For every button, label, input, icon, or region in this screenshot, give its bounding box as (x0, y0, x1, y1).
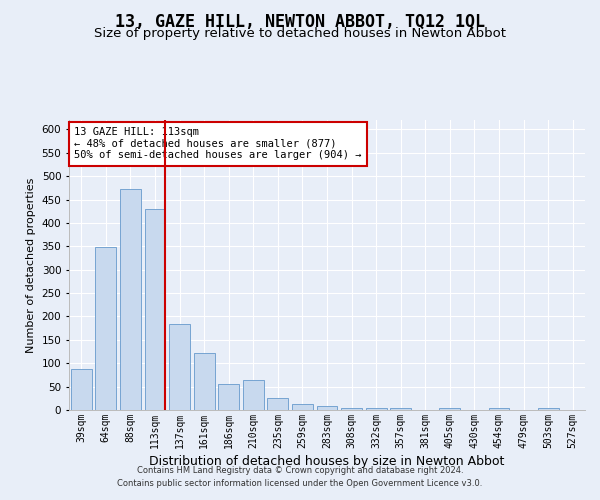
Y-axis label: Number of detached properties: Number of detached properties (26, 178, 36, 352)
Bar (439, 408, 460, 410)
Text: Contains HM Land Registry data © Crown copyright and database right 2024.
Contai: Contains HM Land Registry data © Crown c… (118, 466, 482, 487)
Bar (390, 408, 411, 410)
Bar (488, 408, 509, 410)
Bar (145, 209, 166, 410)
Text: 13 GAZE HILL: 113sqm
← 48% of detached houses are smaller (877)
50% of semi-deta: 13 GAZE HILL: 113sqm ← 48% of detached h… (74, 127, 362, 160)
Bar (365, 408, 386, 410)
Bar (341, 408, 362, 410)
Bar (317, 406, 337, 410)
Bar (194, 353, 215, 410)
Bar (169, 324, 190, 410)
Bar (292, 404, 313, 410)
Bar (95, 247, 116, 410)
Text: Size of property relative to detached houses in Newton Abbot: Size of property relative to detached ho… (94, 28, 506, 40)
X-axis label: Distribution of detached houses by size in Newton Abbot: Distribution of detached houses by size … (149, 455, 505, 468)
Bar (218, 384, 239, 410)
Bar (243, 380, 264, 410)
Bar (120, 189, 141, 410)
Bar (71, 369, 92, 410)
Text: 13, GAZE HILL, NEWTON ABBOT, TQ12 1QL: 13, GAZE HILL, NEWTON ABBOT, TQ12 1QL (115, 12, 485, 30)
Bar (268, 398, 289, 410)
Bar (538, 408, 559, 410)
